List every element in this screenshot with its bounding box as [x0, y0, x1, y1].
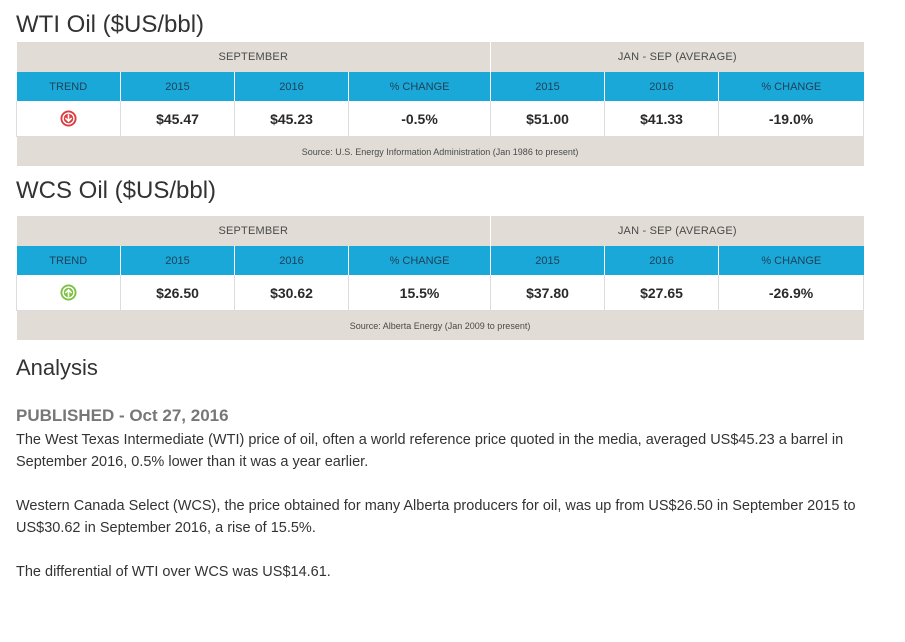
wcs-group-september: SEPTEMBER [16, 216, 491, 246]
analysis-paragraph-differential: The differential of WTI over WCS was US$… [16, 564, 331, 580]
wti-sep-2016-value: $45.23 [234, 101, 349, 137]
wcs-title: WCS Oil ($US/bbl) [16, 177, 217, 204]
wti-header-sep-2016: 2016 [234, 72, 349, 101]
wcs-column-header-row: TREND 2015 2016 % CHANGE 2015 2016 % CHA… [16, 246, 864, 275]
wcs-avg-2016-value: $27.65 [604, 275, 719, 311]
wcs-header-sep-2016: 2016 [234, 246, 349, 275]
wti-header-avg-change: % CHANGE [718, 72, 864, 101]
wcs-source-row: Source: Alberta Energy (Jan 2009 to pres… [16, 310, 864, 340]
wcs-header-sep-change: % CHANGE [347, 246, 491, 275]
wcs-table: SEPTEMBER JAN - SEP (AVERAGE) TREND 2015… [16, 216, 865, 340]
wti-group-header-row: SEPTEMBER JAN - SEP (AVERAGE) [16, 42, 864, 72]
wti-source-note: Source: U.S. Energy Information Administ… [16, 136, 864, 166]
wti-sep-2015-value: $45.47 [120, 101, 235, 137]
wti-source-row: Source: U.S. Energy Information Administ… [16, 136, 864, 166]
wcs-group-jan-sep: JAN - SEP (AVERAGE) [490, 216, 864, 246]
wti-table: SEPTEMBER JAN - SEP (AVERAGE) TREND 2015… [16, 42, 865, 166]
wcs-header-trend: TREND [16, 246, 121, 275]
wcs-sep-2015-value: $26.50 [120, 275, 235, 311]
wti-column-header-row: TREND 2015 2016 % CHANGE 2015 2016 % CHA… [16, 72, 864, 101]
down-arrow-circle-icon [60, 110, 77, 127]
wcs-avg-2015-value: $37.80 [490, 275, 605, 311]
wti-group-jan-sep: JAN - SEP (AVERAGE) [490, 42, 864, 72]
wcs-header-sep-2015: 2015 [120, 246, 235, 275]
wti-values-row: $45.47 $45.23 -0.5% $51.00 $41.33 -19.0% [16, 101, 865, 137]
wcs-group-header-row: SEPTEMBER JAN - SEP (AVERAGE) [16, 216, 864, 246]
wcs-sep-change-value: 15.5% [347, 275, 491, 311]
wcs-source-note: Source: Alberta Energy (Jan 2009 to pres… [16, 310, 864, 340]
wti-sep-change-value: -0.5% [347, 101, 491, 137]
wti-title: WTI Oil ($US/bbl) [16, 11, 205, 38]
wcs-trend-cell [16, 275, 121, 311]
wti-avg-2015-value: $51.00 [490, 101, 605, 137]
wcs-avg-change-value: -26.9% [718, 275, 865, 311]
wcs-header-avg-change: % CHANGE [718, 246, 864, 275]
wcs-header-avg-2015: 2015 [490, 246, 605, 275]
wcs-values-row: $26.50 $30.62 15.5% $37.80 $27.65 -26.9% [16, 275, 865, 311]
content-area: WTI Oil ($US/bbl) SEPTEMBER JAN - SEP (A… [16, 0, 865, 583]
published-date: PUBLISHED - Oct 27, 2016 [16, 406, 229, 425]
analysis-paragraph-wcs: Western Canada Select (WCS), the price o… [16, 498, 856, 536]
wti-header-sep-change: % CHANGE [347, 72, 491, 101]
wti-trend-cell [16, 101, 121, 137]
wcs-header-avg-2016: 2016 [604, 246, 719, 275]
analysis-heading: Analysis [16, 355, 98, 380]
wti-avg-2016-value: $41.33 [604, 101, 719, 137]
wti-header-sep-2015: 2015 [120, 72, 235, 101]
wti-header-avg-2015: 2015 [490, 72, 605, 101]
wcs-sep-2016-value: $30.62 [234, 275, 349, 311]
wti-avg-change-value: -19.0% [718, 101, 865, 137]
wti-group-september: SEPTEMBER [16, 42, 491, 72]
analysis-paragraph-wti: The West Texas Intermediate (WTI) price … [16, 432, 844, 470]
wti-header-trend: TREND [16, 72, 121, 101]
up-arrow-circle-icon [60, 284, 77, 301]
wti-header-avg-2016: 2016 [604, 72, 719, 101]
